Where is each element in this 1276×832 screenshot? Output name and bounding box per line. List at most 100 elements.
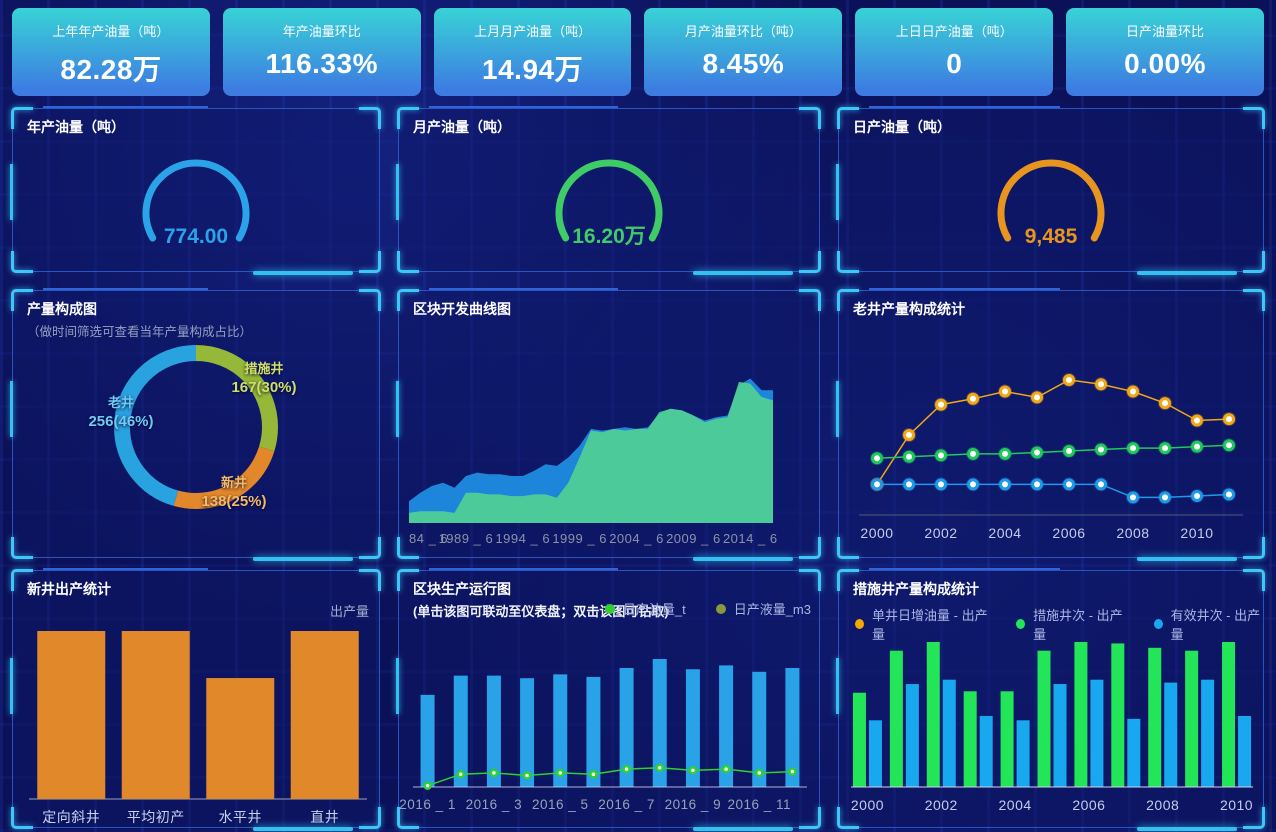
legend-item-oil-increase[interactable]: 单井日增油量 - 出产量 (855, 605, 988, 643)
legend-item-measure-count[interactable]: 措施井次 - 出产量 (1016, 605, 1125, 643)
panel-edge-decoration (836, 164, 839, 221)
legend-item-oil[interactable]: 日产油量_t (604, 599, 686, 618)
svg-text:774.00: 774.00 (164, 225, 228, 248)
panel-corner-decoration (359, 289, 381, 311)
panel-corner-decoration (799, 569, 821, 591)
legend-item-effective-count[interactable]: 有效井次 - 出产量 (1153, 605, 1263, 643)
panel-edge-decoration (43, 106, 208, 108)
panel-edge-decoration (429, 568, 618, 570)
panel-block-curve: 区块开发曲线图 84 _ 6 1989 _ 6 1994 _ 6 1999 _ 6 20… (396, 288, 821, 561)
axis-tick-label: 2006 (1072, 797, 1106, 813)
axis-tick-label: 1999 _ 6 (552, 531, 607, 546)
axis-tick-label: 2004 _ 6 (609, 531, 664, 546)
panel-edge-decoration (396, 164, 399, 221)
panel-corner-decoration (359, 107, 381, 129)
new-well-bar-chart[interactable]: 定向斜井 平均初产 水平井 直井 (29, 603, 367, 829)
kpi-card-last-month: 上月月产油量（吨） 14.94万 (433, 8, 632, 96)
production-mix-donut-chart[interactable] (114, 345, 278, 509)
panel-measure-well-stats: 措施井产量构成统计 单井日增油量 - 出产量 措施井次 - 出产量 有效井次 -… (836, 568, 1265, 831)
panel-monthly-gauge: 月产油量（吨） 16.20万 (396, 106, 821, 275)
panel-edge-decoration (693, 557, 793, 561)
panel-corner-decoration (11, 537, 33, 559)
kpi-title: 上月月产油量（吨） (474, 24, 592, 39)
panel-corner-decoration (799, 289, 821, 311)
slice-name: 新井 (220, 475, 247, 490)
axis-tick-label: 2004 (998, 797, 1032, 813)
monthly-gauge-chart[interactable]: 16.20万 (499, 137, 719, 265)
axis-tick-label: 2000 (860, 525, 894, 541)
kpi-value: 0.00% (1124, 48, 1206, 79)
panel-title: 区块生产运行图 (413, 581, 511, 597)
axis-tick-label: 2016 _ 3 (465, 797, 523, 812)
axis-tick-label: 1989 _ 6 (438, 531, 494, 546)
axis-tick-label: 2014 _ 6 (722, 531, 778, 546)
legend-label: 措施井次 - 出产量 (1033, 608, 1123, 642)
kpi-card-last-year-annual: 上年年产油量（吨） 82.28万 (12, 8, 210, 96)
axis-tick-label: 1994 _ 6 (495, 531, 551, 546)
panel-edge-decoration (10, 381, 13, 438)
panel-annual-gauge: 年产油量（吨） 774.00 (10, 106, 381, 275)
panel-daily-gauge: 日产油量（吨） 9,485 (836, 106, 1265, 275)
kpi-card-daily-ratio: 日产油量环比 0.00% (1066, 8, 1264, 96)
panel-edge-decoration (869, 568, 1060, 570)
slice-name: 措施井 (244, 361, 284, 376)
panel-edge-decoration (869, 106, 1060, 108)
donut-label-old-wells: 老井 256(46%) (66, 395, 176, 431)
legend-output[interactable]: 出产量 (329, 604, 369, 619)
panel-edge-decoration (43, 288, 208, 290)
svg-text:16.20万: 16.20万 (572, 225, 646, 248)
legend-label: 有效井次 - 出产量 (1170, 608, 1261, 642)
donut-label-measure-wells: 措施井 167(30%) (209, 361, 319, 397)
axis-tick-label: 2016 _ 9 (664, 797, 722, 812)
panel-title: 月产油量（吨） (413, 119, 511, 135)
panel-production-mix: 产量构成图 （做时间筛选可查看当年产量构成占比） 措施井 167(30%) 新井… (10, 288, 381, 561)
kpi-card-monthly-ratio: 月产油量环比（吨） 8.45% (644, 8, 843, 96)
measure-well-grouped-bar-chart[interactable]: 2000 2002 2004 2006 2008 2010 (849, 633, 1255, 823)
axis-tick-label: 直井 (310, 809, 340, 825)
panel-corner-decoration (1243, 289, 1265, 311)
panel-new-well-output: 新井出产统计 出产量 定向斜井 平均初产 水平井 直井 (10, 568, 381, 831)
donut-label-new-wells: 新井 138(25%) (179, 475, 289, 511)
panel-edge-decoration (429, 106, 618, 108)
kpi-value: 82.28万 (60, 54, 162, 85)
daily-gauge-chart[interactable]: 9,485 (941, 137, 1161, 265)
legend-dot (715, 603, 726, 614)
axis-tick-label: 2010 (1180, 525, 1214, 541)
kpi-row: 上年年产油量（吨） 82.28万 年产油量环比 116.33% 上月月产油量（吨… (12, 8, 1264, 96)
old-well-line-chart[interactable]: 2000 2002 2004 2006 2008 2010 (847, 349, 1257, 545)
annual-gauge-chart[interactable]: 774.00 (86, 137, 306, 265)
slice-name: 老井 (107, 395, 134, 410)
kpi-title: 日产油量环比 (1126, 24, 1205, 39)
panel-edge-decoration (693, 827, 793, 831)
kpi-value: 8.45% (702, 48, 785, 79)
panel-subtitle: （做时间筛选可查看当年产量构成占比） (27, 325, 253, 339)
panel-edge-decoration (1137, 271, 1237, 275)
axis-tick-label: 2006 (1052, 525, 1086, 541)
legend-dot (855, 619, 865, 629)
axis-tick-label: 2002 (924, 797, 958, 813)
panel-edge-decoration (43, 568, 208, 570)
kpi-value: 0 (946, 48, 963, 79)
panel-corner-decoration (359, 537, 381, 559)
slice-value: 167(30%) (231, 378, 297, 396)
kpi-value: 116.33% (265, 48, 378, 79)
panel-edge-decoration (1137, 557, 1237, 561)
axis-tick-label: 2004 (988, 525, 1022, 541)
svg-text:9,485: 9,485 (1025, 225, 1078, 248)
axis-tick-label: 2010 (1219, 797, 1254, 813)
kpi-title: 月产油量环比（吨） (684, 24, 802, 39)
block-ops-combo-chart[interactable]: 2016 _ 1 2016 _ 3 2016 _ 5 2016 _ 7 2016 _ 9… (399, 635, 809, 821)
panel-corner-decoration (1243, 107, 1265, 129)
axis-tick-label: 2008 (1146, 797, 1180, 813)
panel-corner-decoration (359, 569, 381, 591)
panel-old-well-stats: 老井产量构成统计 2000 2002 2004 2006 2008 2010 (836, 288, 1265, 561)
kpi-value: 14.94万 (482, 54, 584, 85)
panel-edge-decoration (10, 164, 13, 221)
kpi-title: 年产油量环比 (282, 24, 361, 39)
block-curve-area-chart[interactable]: 84 _ 6 1989 _ 6 1994 _ 6 1999 _ 6 2004 _ 6 20… (409, 347, 791, 553)
kpi-card-annual-ratio: 年产油量环比 116.33% (222, 8, 421, 96)
panel-edge-decoration (253, 827, 353, 831)
legend-item-liquid[interactable]: 日产液量_m3 (715, 599, 811, 618)
axis-tick-label: 平均初产 (126, 809, 185, 825)
